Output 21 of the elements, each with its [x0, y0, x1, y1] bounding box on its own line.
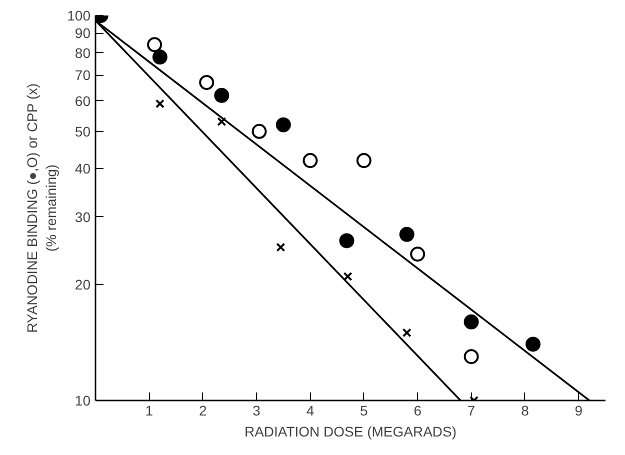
x-axis-title: RADIATION DOSE (MEGARADS) — [244, 424, 457, 440]
x-tick-label: 7 — [467, 402, 476, 418]
y-tick-label: 20 — [74, 276, 91, 293]
y-tick-label: 70 — [74, 67, 91, 84]
y-tick-label: 100 — [67, 8, 91, 24]
x-tick-label: 6 — [414, 402, 422, 418]
x-tick-label: 5 — [360, 402, 368, 418]
y-tick-label: 60 — [74, 92, 91, 109]
y-tick-label: 50 — [74, 123, 91, 140]
x-tick-label: 1 — [145, 402, 154, 418]
x-tick-label: 4 — [306, 402, 314, 418]
x-tick-label: 9 — [574, 402, 583, 418]
y-tick-label: 90 — [74, 25, 91, 42]
y-tick-label: 80 — [74, 44, 91, 61]
y-tick-label: 30 — [74, 208, 91, 225]
x-tick-label: 3 — [252, 402, 261, 418]
y-tick-label: 40 — [74, 160, 91, 177]
y-tick-label: 10 — [74, 392, 91, 408]
y-axis-title: RYANODINE BINDING (●,O) or CPP (x) (% remaining) — [24, 83, 60, 333]
x-tick-label: 8 — [521, 402, 530, 418]
x-tick-label: 2 — [198, 402, 207, 418]
